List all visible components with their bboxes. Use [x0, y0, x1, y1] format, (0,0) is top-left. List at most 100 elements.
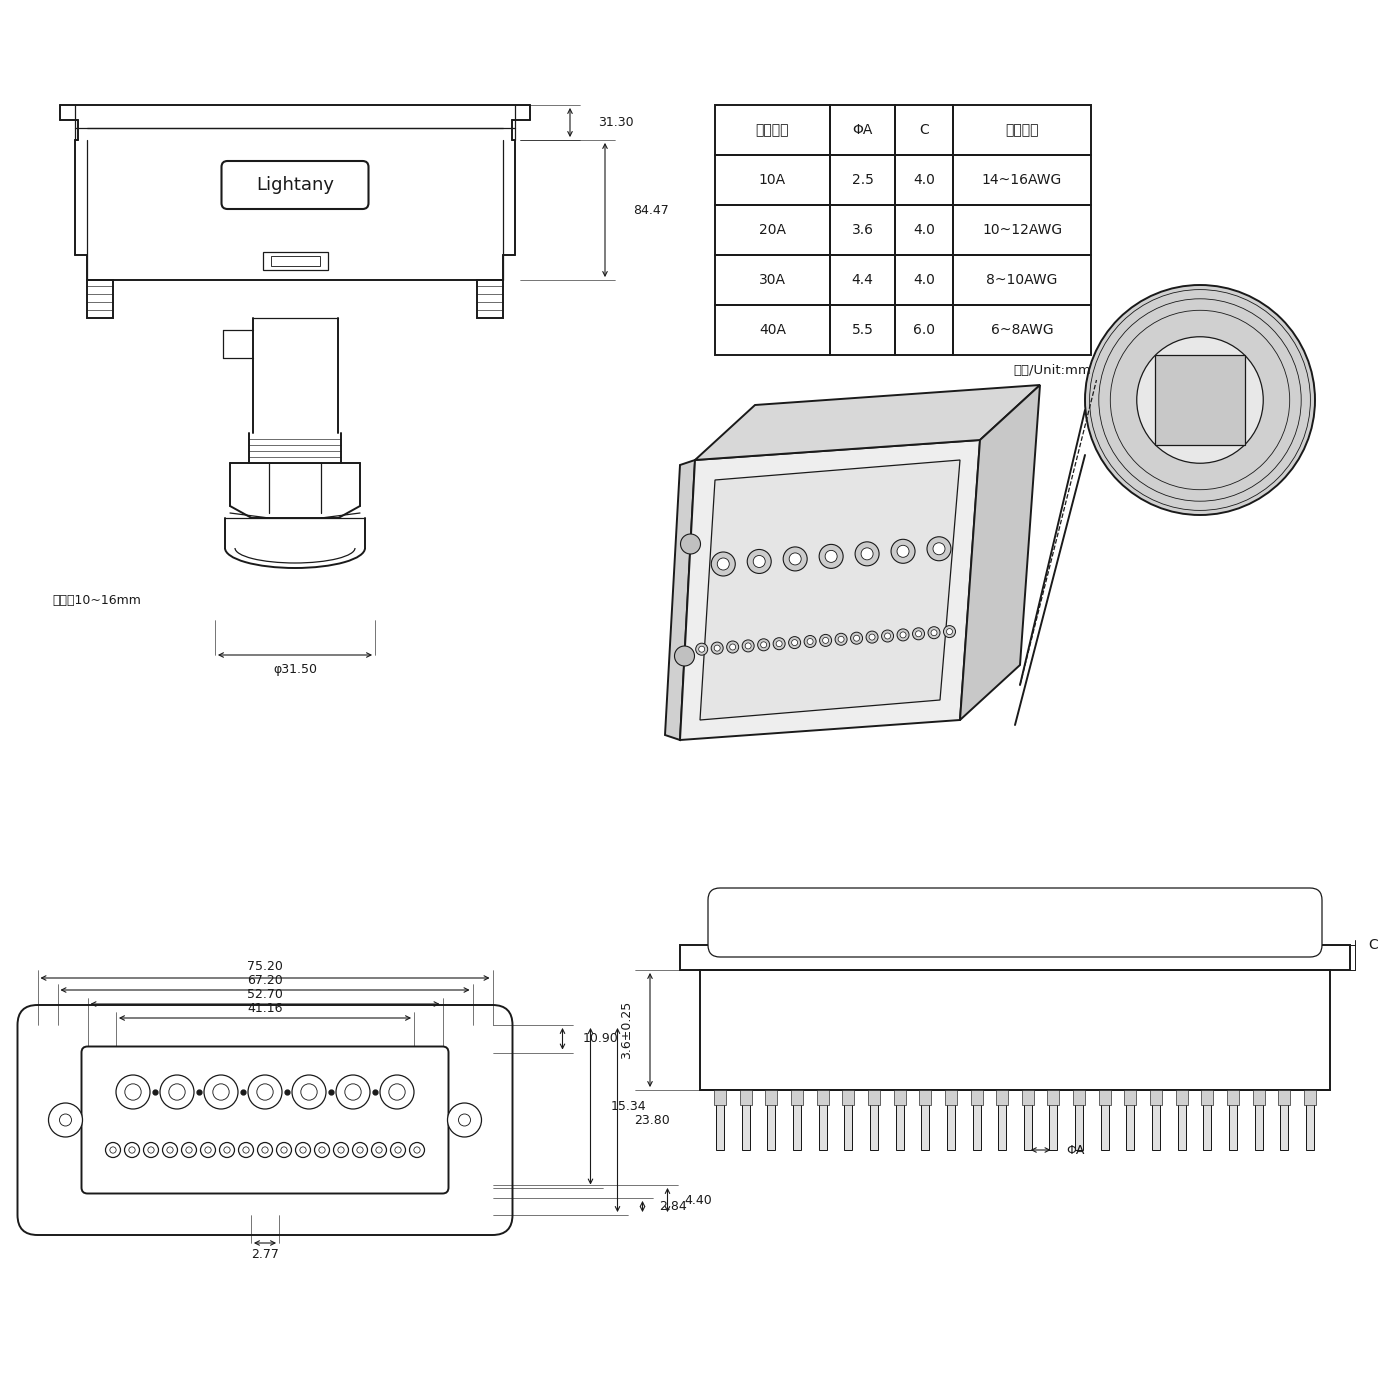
Bar [895, 255, 953, 305]
Circle shape [109, 1147, 116, 1154]
Text: 4.4: 4.4 [851, 273, 874, 287]
Circle shape [204, 1075, 238, 1109]
Circle shape [448, 1103, 482, 1137]
Bar [791, 1091, 804, 1105]
Text: 4.40: 4.40 [685, 1193, 713, 1207]
Circle shape [258, 1142, 273, 1158]
Text: 84.47: 84.47 [633, 203, 669, 217]
Text: 75.20: 75.20 [246, 959, 283, 973]
Circle shape [729, 644, 735, 650]
Circle shape [916, 631, 921, 637]
Polygon shape [665, 461, 694, 741]
Circle shape [885, 633, 890, 638]
Circle shape [927, 536, 951, 561]
Bar [830, 204, 895, 255]
Text: 20A: 20A [759, 223, 785, 237]
Bar [1100, 1091, 1109, 1149]
Text: 14~16AWG: 14~16AWG [981, 174, 1063, 188]
Circle shape [882, 630, 893, 643]
Circle shape [248, 1075, 281, 1109]
Bar [1152, 1091, 1161, 1149]
Bar [715, 204, 830, 255]
Circle shape [1137, 337, 1263, 463]
Text: 出线吆10~16mm: 出线吆10~16mm [52, 594, 141, 606]
Circle shape [293, 1075, 326, 1109]
Bar [893, 1091, 906, 1105]
Circle shape [59, 1114, 71, 1126]
Polygon shape [694, 385, 1040, 461]
Circle shape [125, 1084, 141, 1100]
Bar [742, 1091, 749, 1149]
Polygon shape [700, 461, 960, 720]
Text: 3.6±0.25: 3.6±0.25 [620, 1001, 633, 1060]
Bar [973, 1091, 980, 1149]
Bar [680, 945, 1350, 970]
Circle shape [867, 631, 878, 643]
Text: ΦA: ΦA [853, 123, 872, 137]
Bar [1074, 1091, 1085, 1105]
Text: 23.80: 23.80 [634, 1113, 671, 1127]
Circle shape [760, 641, 767, 648]
Bar [1229, 1091, 1238, 1149]
Bar [868, 1091, 881, 1105]
Circle shape [336, 1075, 370, 1109]
Bar [895, 155, 953, 204]
Bar [1306, 1091, 1315, 1149]
Text: 8~10AWG: 8~10AWG [987, 273, 1057, 287]
Circle shape [861, 547, 874, 560]
Bar [921, 1091, 930, 1149]
Circle shape [855, 542, 879, 566]
Bar [767, 1091, 776, 1149]
Circle shape [819, 634, 832, 647]
Bar [843, 1091, 854, 1105]
Text: 2.77: 2.77 [251, 1249, 279, 1261]
Text: Lightany: Lightany [256, 176, 335, 195]
FancyBboxPatch shape [221, 161, 368, 209]
Circle shape [204, 1147, 211, 1154]
Circle shape [389, 1084, 405, 1100]
Bar [1226, 1091, 1239, 1105]
Bar [766, 1091, 777, 1105]
Bar [715, 105, 830, 155]
Circle shape [711, 643, 724, 654]
Bar [1281, 1091, 1288, 1149]
Text: 4.0: 4.0 [913, 223, 935, 237]
Text: C: C [1368, 938, 1378, 952]
Circle shape [913, 627, 924, 640]
Text: 3.6: 3.6 [851, 223, 874, 237]
Bar [700, 970, 1330, 1091]
Circle shape [148, 1147, 154, 1154]
Circle shape [823, 637, 829, 644]
Circle shape [344, 1084, 361, 1100]
Text: C: C [920, 123, 928, 137]
Bar [869, 1091, 878, 1149]
Circle shape [125, 1142, 140, 1158]
Circle shape [281, 1147, 287, 1154]
Bar [1303, 1091, 1316, 1105]
Polygon shape [680, 440, 980, 741]
Bar [830, 305, 895, 356]
Circle shape [167, 1147, 174, 1154]
Circle shape [897, 545, 909, 557]
Circle shape [105, 1142, 120, 1158]
Text: 2.5: 2.5 [851, 174, 874, 188]
Circle shape [742, 640, 755, 652]
Circle shape [242, 1147, 249, 1154]
Bar [477, 280, 503, 318]
Circle shape [182, 1142, 196, 1158]
Bar [715, 1091, 724, 1149]
Bar [1278, 1091, 1291, 1105]
Circle shape [834, 633, 847, 645]
Polygon shape [960, 385, 1040, 720]
Circle shape [699, 647, 704, 652]
Circle shape [186, 1147, 192, 1154]
Circle shape [391, 1142, 406, 1158]
Circle shape [224, 1147, 230, 1154]
Bar [715, 305, 830, 356]
Circle shape [371, 1142, 386, 1158]
Text: 6.0: 6.0 [913, 323, 935, 337]
Bar [1022, 1091, 1033, 1105]
Bar [1047, 1091, 1060, 1105]
Text: 线材规格: 线材规格 [1005, 123, 1039, 137]
Text: 40A: 40A [759, 323, 785, 337]
